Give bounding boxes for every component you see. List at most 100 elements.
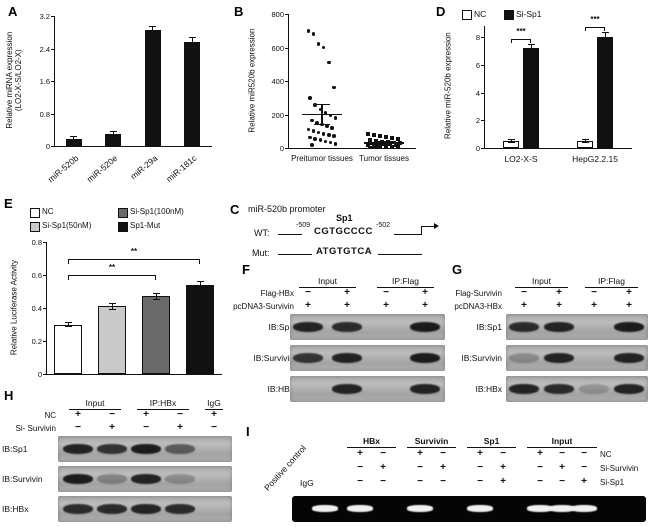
panel-b-data-point <box>372 144 376 148</box>
panel-b-data-point <box>390 145 394 149</box>
panel-e-legend-label: Si-Sp1(50nM) <box>42 221 92 230</box>
panel-b-data-point <box>384 135 388 140</box>
panel-e-legend-label: NC <box>42 207 54 216</box>
panel-c-mut-sequence: ATGTGTCA <box>316 246 373 257</box>
panel-b-data-point <box>374 138 378 143</box>
panel-c-mut-line-right <box>378 254 422 256</box>
panel-f-band <box>410 353 440 363</box>
panel-g-condition-symbol: + <box>626 287 632 298</box>
panel-h-header: IP:HBx <box>137 398 189 410</box>
panel-i-symbol: − <box>440 448 446 459</box>
panel-c-title: miR-520b promoter <box>248 204 326 214</box>
panel-g-ib-label: IB:Survivin <box>461 353 502 363</box>
panel-d-error-bar-cap <box>581 142 589 144</box>
panel-a-letter: A <box>8 4 18 19</box>
panel-i-symbol: − <box>477 476 483 487</box>
panel-b-category-label: Preitumor tissues <box>291 154 353 163</box>
panel-b-data-point <box>318 138 323 142</box>
panel-h-ib-label: IB:Sp1 <box>2 444 28 454</box>
panel-f-condition-symbol: + <box>383 300 389 311</box>
panel-c-pos-right: -502 <box>376 222 391 229</box>
panel-d-category-label: HepG2.2.15 <box>572 154 618 164</box>
panel-a-tick-mark <box>51 48 54 50</box>
panel-h-condition-symbol: − <box>75 422 81 433</box>
panel-b-letter: B <box>234 4 244 19</box>
panel-h-condition-symbol: + <box>177 422 183 433</box>
panel-a-y-axis <box>54 16 56 147</box>
panel-f-header: Input <box>299 276 356 288</box>
panel-d-sig-bracket <box>585 26 605 28</box>
panel-h-condition-label: Si- Survivin <box>15 424 56 433</box>
panel-e-sig-tick <box>68 258 69 264</box>
panel-e-error-bar-cap <box>152 299 160 301</box>
panel-e-significance: ** <box>130 246 138 256</box>
panel-d-tick-label: 0 <box>475 144 480 153</box>
panel-d-sig-tick <box>585 26 586 31</box>
panel-b-data-point <box>311 32 316 36</box>
panel-d-error-bar <box>604 32 606 42</box>
panel-i-symbol: + <box>357 448 363 459</box>
panel-h-ib-label: IB:HBx <box>2 504 29 514</box>
panel-c-mut-label: Mut: <box>252 248 270 258</box>
panel-i-row-label: Si-Survivin <box>600 464 639 473</box>
panel-g-band <box>544 353 574 363</box>
panel-a-x-axis <box>54 146 212 148</box>
panel-d-tick-mark <box>481 37 484 39</box>
panel-i-row-label: Si-Sp1 <box>600 478 625 487</box>
panel-f-condition-symbol: + <box>422 300 428 311</box>
panel-f-condition-symbol: + <box>344 300 350 311</box>
panel-b-data-point <box>327 60 331 65</box>
panel-g-condition-symbol: + <box>556 300 562 311</box>
panel-b-tick-label: 800 <box>271 10 284 19</box>
panel-b-data-point <box>378 134 382 139</box>
panel-h-band <box>131 444 161 454</box>
panel-d-legend-label: Si-Sp1 <box>516 9 542 19</box>
panel-f-band <box>332 384 362 394</box>
panel-b-data-point <box>390 136 394 141</box>
panel-h-condition-label: NC <box>44 411 56 420</box>
panel-d-sig-tick <box>511 38 512 43</box>
panel-d-bar <box>597 37 613 148</box>
panel-b-data-point <box>396 137 400 141</box>
panel-b-y-axis <box>288 14 290 149</box>
panel-b-data-point <box>378 144 382 149</box>
panel-f-band <box>293 322 323 332</box>
panel-g-band <box>579 384 609 394</box>
panel-b-x-axis <box>288 148 416 150</box>
panel-f-ib-label: IB:HBx <box>267 384 294 394</box>
panel-e-bar <box>186 284 214 374</box>
panel-a-error-bar-cap <box>70 140 78 142</box>
panel-d-sig-tick <box>604 26 605 31</box>
panel-h-condition-symbol: − <box>143 422 149 433</box>
panel-g-band <box>544 384 574 394</box>
panel-d-category-label: LO2-X-S <box>504 154 538 164</box>
panel-d-sig-tick <box>530 38 531 43</box>
panel-b-data-point <box>366 143 370 148</box>
panel-h-band <box>63 474 93 484</box>
panel-e-y-axis <box>46 242 48 375</box>
panel-i-symbol: − <box>417 462 423 473</box>
panel-d-sig-bracket <box>511 38 531 40</box>
panel-h-band <box>63 444 93 454</box>
panel-b-sem-cap <box>314 103 330 106</box>
panel-a-tick-mark <box>51 146 54 147</box>
panel-h-header: Input <box>69 398 121 410</box>
panel-h-ib-label: IB:Survivin <box>2 474 43 484</box>
panel-i-letter: I <box>246 424 250 439</box>
panel-h-band <box>165 474 195 484</box>
panel-b-data-point <box>328 113 333 118</box>
panel-e-y-axis-title: Relative Luciferase Activity <box>9 260 19 356</box>
panel-b-data-point <box>321 131 326 136</box>
panel-e-legend-label: Sp1-Mut <box>130 221 161 230</box>
panel-b-tick-mark <box>285 81 288 82</box>
panel-g-band <box>614 353 644 363</box>
panel-h-band <box>165 444 195 454</box>
panel-e-sig-bracket <box>68 275 156 276</box>
panel-b-data-point <box>384 144 388 149</box>
panel-e-tick-mark <box>43 308 46 309</box>
panel-a-error-bar-cap <box>188 37 196 39</box>
panel-e-error-bar <box>155 293 157 300</box>
panel-a-tick-label: 0.8 <box>39 109 50 119</box>
panel-g-band <box>614 384 644 394</box>
